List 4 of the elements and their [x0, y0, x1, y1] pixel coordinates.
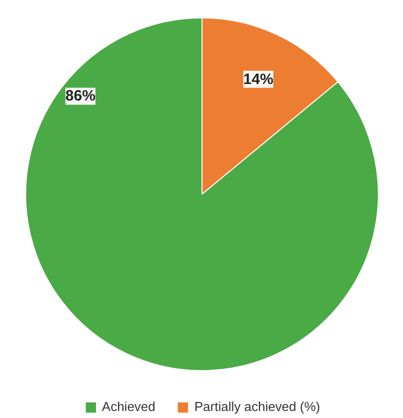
legend-label: Achieved — [102, 399, 156, 414]
legend-label: Partially achieved (%) — [194, 399, 320, 414]
data-label: 14% — [243, 70, 274, 88]
data-label: 86% — [65, 88, 96, 105]
